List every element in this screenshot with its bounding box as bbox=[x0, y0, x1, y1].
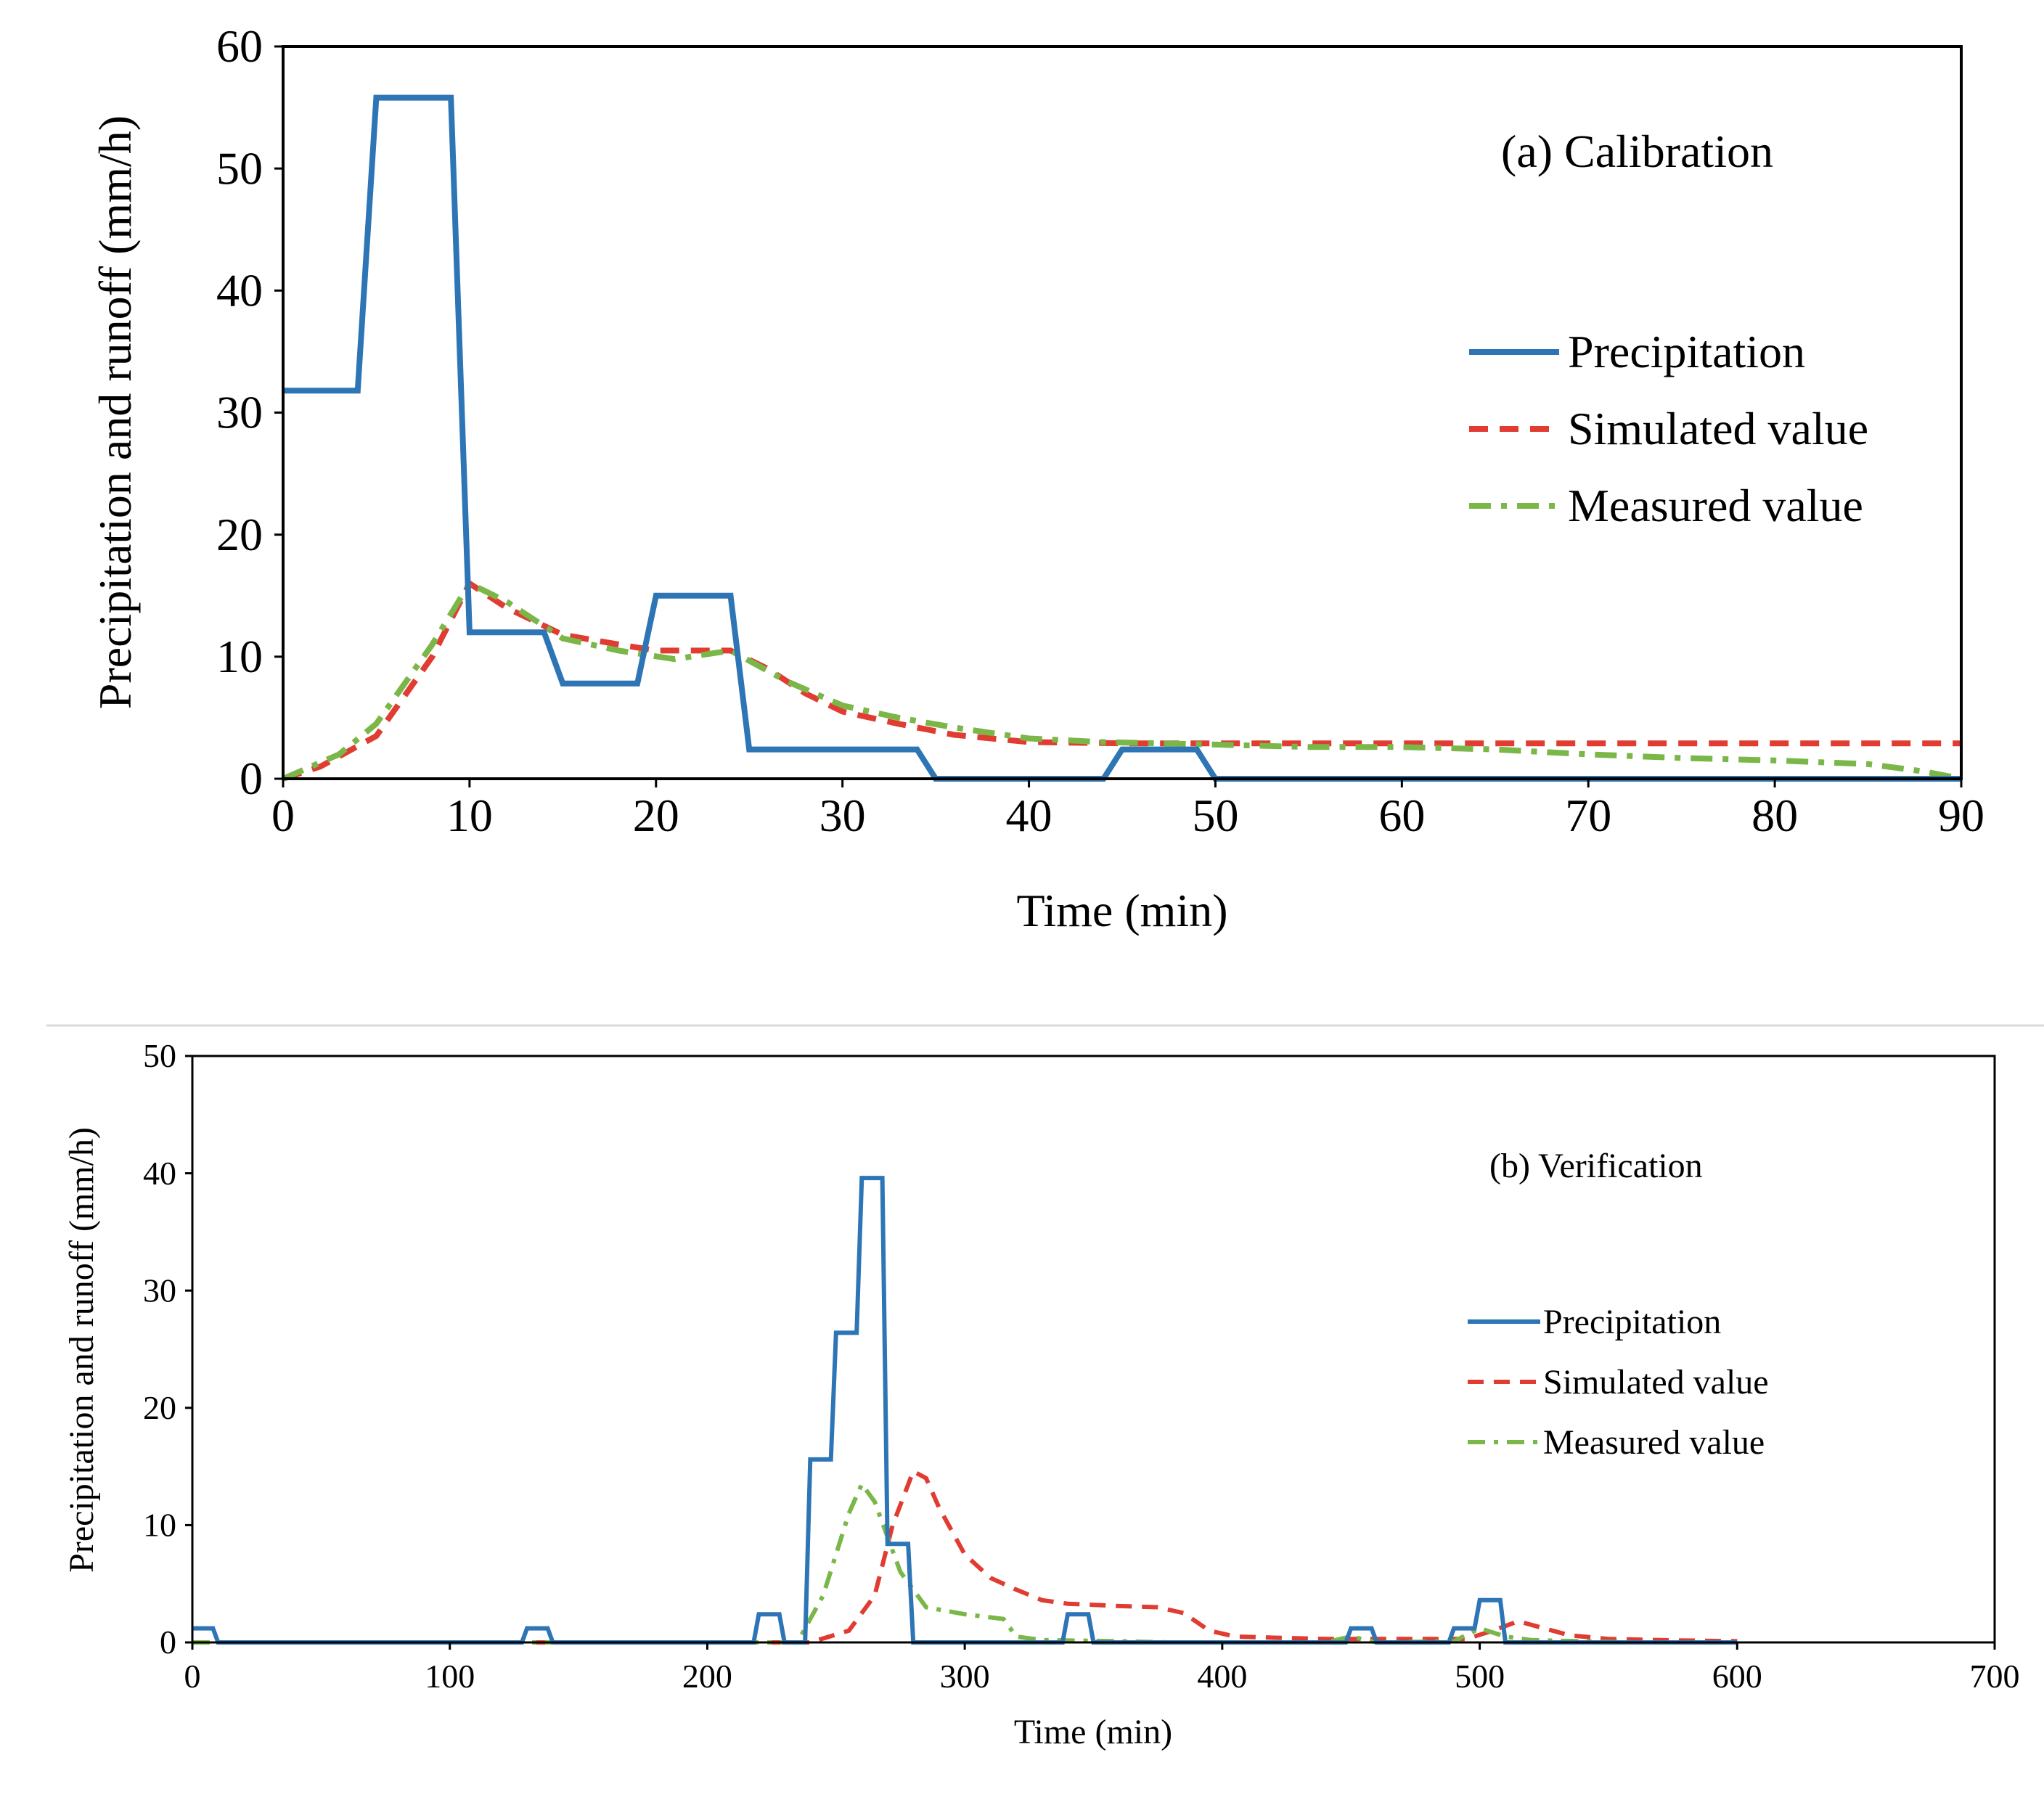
calibration-x-tick-label: 0 bbox=[271, 790, 295, 841]
calibration-chart: 0 10 20 30 40 50 60 70 80 90 0 10 20 30 40 50 60 Time (m… bbox=[89, 20, 1984, 936]
verification-x-tick-label: 600 bbox=[1712, 1658, 1762, 1695]
verification-x-tick-label: 100 bbox=[425, 1658, 475, 1695]
calibration-y-tick-label: 0 bbox=[240, 753, 263, 804]
verification-x-tick-label: 500 bbox=[1455, 1658, 1505, 1695]
calibration-series bbox=[282, 94, 1962, 782]
verification-x-tick-label: 0 bbox=[184, 1658, 201, 1695]
verification-x-tick-label: 700 bbox=[1970, 1658, 2020, 1695]
calibration-y-tick-label: 40 bbox=[216, 264, 263, 316]
calibration-panel-title: (a) Calibration bbox=[1501, 126, 1773, 177]
verification-legend-label: Precipitation bbox=[1543, 1303, 1721, 1341]
calibration-series-precipitation bbox=[283, 94, 1961, 782]
calibration-x-tick-label: 80 bbox=[1751, 790, 1798, 841]
verification-y-axis-title: Precipitation and runoff (mm/h) bbox=[62, 1127, 101, 1573]
verification-y-tick-label: 0 bbox=[160, 1624, 176, 1661]
verification-x-tick-label: 300 bbox=[940, 1658, 990, 1695]
calibration-y-tick-label: 60 bbox=[216, 20, 263, 72]
calibration-legend-label: Precipitation bbox=[1568, 326, 1805, 377]
verification-plot-frame bbox=[191, 1055, 1996, 1644]
calibration-x-tick-label: 20 bbox=[633, 790, 679, 841]
calibration-y-tick-label: 20 bbox=[216, 509, 263, 560]
calibration-y-tick-label: 30 bbox=[216, 387, 263, 438]
verification-y-tick-label: 20 bbox=[143, 1389, 176, 1426]
calibration-x-tick-label: 10 bbox=[446, 790, 493, 841]
verification-legend-label: Simulated value bbox=[1543, 1363, 1769, 1401]
calibration-axis-ticks: 0 10 20 30 40 50 60 70 80 90 0 10 20 30 40 50 60 bbox=[216, 20, 1984, 841]
calibration-x-tick-label: 60 bbox=[1378, 790, 1425, 841]
verification-x-axis-title: Time (min) bbox=[1014, 1713, 1172, 1751]
verification-y-tick-label: 30 bbox=[143, 1272, 176, 1309]
calibration-x-tick-label: 90 bbox=[1938, 790, 1984, 841]
calibration-legend-label: Simulated value bbox=[1568, 403, 1868, 454]
calibration-y-axis-title: Precipitation and runoff (mm/h) bbox=[89, 115, 141, 709]
verification-series bbox=[192, 1176, 1738, 1645]
verification-y-tick-label: 50 bbox=[143, 1037, 176, 1074]
calibration-legend: Precipitation Simulated value Measured val… bbox=[1469, 326, 1868, 531]
verification-y-tick-label: 10 bbox=[143, 1507, 176, 1544]
verification-series-measured-value bbox=[192, 1479, 1738, 1645]
calibration-x-tick-label: 50 bbox=[1192, 790, 1238, 841]
verification-x-tick-label: 200 bbox=[682, 1658, 732, 1695]
calibration-x-tick-label: 70 bbox=[1565, 790, 1611, 841]
calibration-legend-label: Measured value bbox=[1568, 480, 1863, 531]
verification-legend: Precipitation Simulated value Measured val… bbox=[1468, 1303, 1769, 1462]
verification-legend-label: Measured value bbox=[1543, 1423, 1765, 1462]
verification-panel-title: (b) Verification bbox=[1489, 1147, 1703, 1185]
verification-y-tick-label: 40 bbox=[143, 1155, 176, 1192]
calibration-y-tick-label: 50 bbox=[216, 142, 263, 194]
verification-chart: 0 100 200 300 400 500 600 700 0 10 20 30 40 50 Time (… bbox=[62, 1037, 2020, 1751]
verification-series-simulated-value bbox=[192, 1468, 1738, 1645]
verification-series-precipitation bbox=[192, 1176, 1738, 1645]
verification-axis-ticks: 0 100 200 300 400 500 600 700 0 10 20 30 40 50 bbox=[143, 1037, 2020, 1695]
verification-x-tick-label: 400 bbox=[1197, 1658, 1247, 1695]
calibration-x-tick-label: 30 bbox=[819, 790, 866, 841]
calibration-x-axis-title: Time (min) bbox=[1017, 885, 1228, 936]
calibration-y-tick-label: 10 bbox=[216, 631, 263, 682]
calibration-series-measured-value bbox=[282, 579, 1962, 782]
calibration-x-tick-label: 40 bbox=[1006, 790, 1052, 841]
